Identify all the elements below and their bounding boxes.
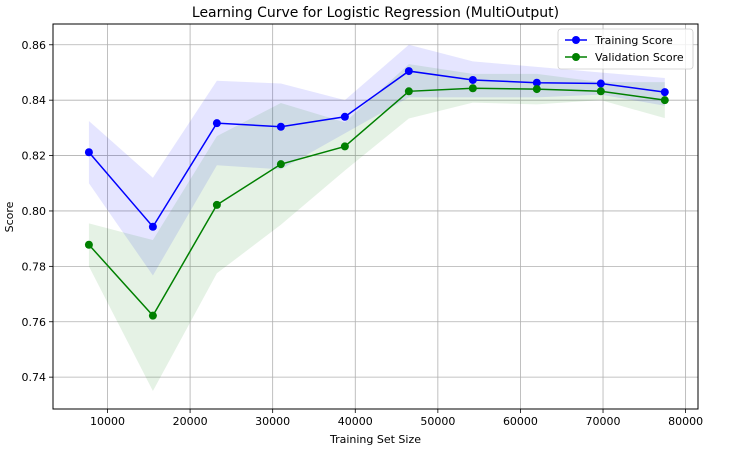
y-tick-label: 0.82 [22, 150, 47, 163]
series-points [84, 67, 669, 320]
x-tick-label: 20000 [173, 415, 208, 428]
chart-title: Learning Curve for Logistic Regression (… [192, 5, 559, 21]
validation-score-point [532, 85, 541, 94]
validation-score-point [148, 311, 157, 320]
y-tick-label: 0.80 [22, 205, 47, 218]
validation-score-point [276, 160, 285, 169]
x-tick-label: 10000 [90, 415, 125, 428]
training-score-point [468, 75, 477, 84]
confidence-bands [88, 44, 665, 391]
series-lines [88, 70, 665, 317]
validation-score-point [404, 87, 413, 96]
training-score-point [84, 148, 93, 157]
validation-score-line [88, 87, 665, 317]
training-score-point [148, 222, 157, 231]
y-tick-label: 0.86 [22, 39, 47, 52]
y-axis-label: Score [3, 201, 16, 232]
x-axis-ticks: 10000 20000 30000 40000 50000 60000 70000 80000 [90, 409, 703, 428]
training-score-point [660, 88, 669, 97]
training-score-point [212, 119, 221, 128]
training-score-band [88, 44, 665, 276]
x-tick-label: 60000 [503, 415, 538, 428]
validation-score-point [468, 84, 477, 93]
training-score-line [88, 70, 665, 229]
legend-validation-label: Validation Score [595, 51, 684, 64]
y-tick-label: 0.74 [22, 371, 47, 384]
y-axis-ticks: 0.74 0.76 0.78 0.80 0.82 0.84 0.86 [22, 39, 53, 384]
x-tick-label: 40000 [338, 415, 373, 428]
training-score-point [532, 78, 541, 87]
validation-score-band [88, 64, 665, 391]
legend-validation-marker [572, 53, 580, 61]
validation-score-point [660, 96, 669, 105]
training-score-point [596, 79, 605, 88]
validation-score-point [596, 87, 605, 96]
x-tick-label: 80000 [668, 415, 703, 428]
y-tick-label: 0.76 [22, 316, 47, 329]
training-score-point [340, 112, 349, 121]
y-tick-label: 0.78 [22, 260, 47, 273]
legend-box [557, 28, 694, 70]
x-tick-label: 50000 [420, 415, 455, 428]
x-axis-label: Training Set Size [329, 433, 421, 446]
training-score-point [404, 67, 413, 76]
validation-score-point [340, 142, 349, 151]
legend-training-marker [572, 36, 580, 44]
training-score-point [276, 122, 285, 131]
validation-score-point [84, 240, 93, 249]
plot-area [52, 23, 699, 410]
x-tick-label: 30000 [255, 415, 290, 428]
x-tick-label: 70000 [586, 415, 621, 428]
legend-training-label: Training Score [594, 34, 673, 47]
legend: Training Score Validation Score [557, 28, 694, 70]
y-tick-label: 0.84 [22, 94, 47, 107]
validation-score-point [212, 200, 221, 209]
